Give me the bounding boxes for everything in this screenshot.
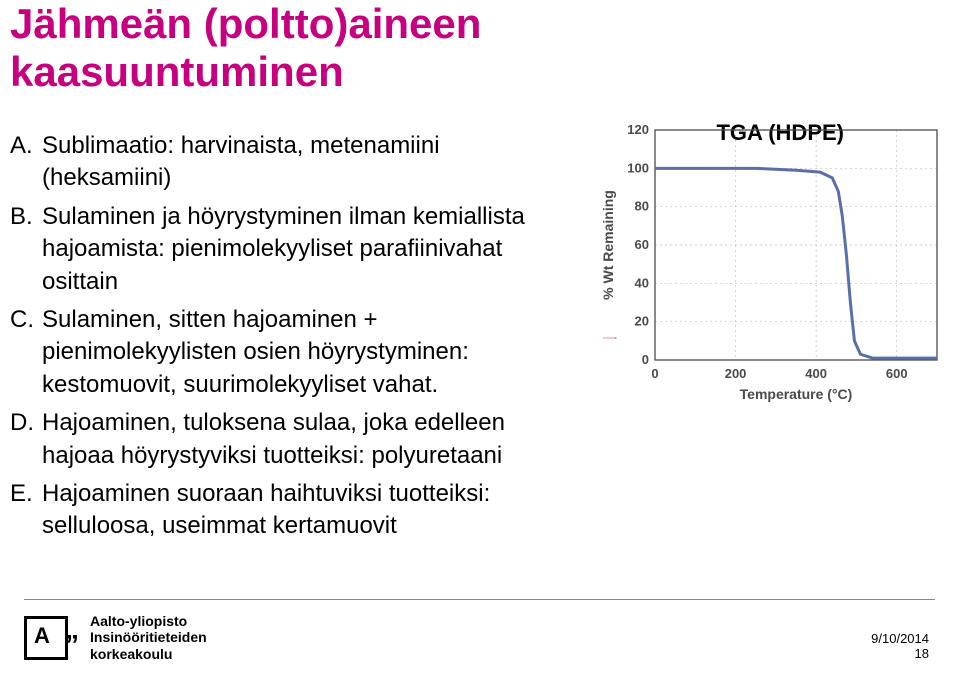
list-letter: B.	[10, 201, 42, 298]
list-letter: E.	[10, 478, 42, 543]
list-item: C. Sulaminen, sitten hajoaminen + pienim…	[10, 304, 570, 401]
list-text: Sublimaatio: harvinaista, metenamiini (h…	[42, 130, 570, 195]
svg-text:80: 80	[635, 199, 649, 214]
bullet-list: A. Sublimaatio: harvinaista, metenamiini…	[10, 130, 570, 549]
svg-text:Temperature (°C): Temperature (°C)	[740, 386, 853, 402]
svg-text:60: 60	[635, 237, 649, 252]
list-item: B. Sulaminen ja höyrystyminen ilman kemi…	[10, 201, 570, 298]
uni-school2: korkeakoulu	[90, 646, 207, 663]
svg-text:200: 200	[725, 366, 747, 381]
svg-text:0: 0	[651, 366, 658, 381]
footer-left: A ” Aalto-yliopisto Insinööritieteiden k…	[24, 613, 207, 663]
aalto-logo: A ”	[24, 616, 68, 660]
svg-text:400: 400	[805, 366, 827, 381]
svg-text:% Wt Remaining: % Wt Remaining	[600, 190, 616, 300]
list-text: Sulaminen ja höyrystyminen ilman kemiall…	[42, 201, 570, 298]
list-letter: D.	[10, 407, 42, 472]
list-text: Hajoaminen suoraan haihtuviksi tuotteiks…	[42, 478, 570, 543]
footer-text: Aalto-yliopisto Insinööritieteiden korke…	[90, 613, 207, 663]
uni-school1: Insinööritieteiden	[90, 629, 207, 646]
list-text: Sulaminen, sitten hajoaminen + pienimole…	[42, 304, 570, 401]
list-item: A. Sublimaatio: harvinaista, metenamiini…	[10, 130, 570, 195]
slide-title: Jähmeän (poltto)aineen kaasuuntuminen	[10, 0, 481, 97]
logo-quote: ”	[65, 629, 79, 661]
footer-right: 9/10/2014 18	[871, 631, 929, 661]
title-line2: kaasuuntuminen	[10, 48, 481, 96]
svg-text:100: 100	[627, 160, 649, 175]
list-item: D. Hajoaminen, tuloksena sulaa, joka ede…	[10, 407, 570, 472]
footer-page: 18	[871, 646, 929, 661]
svg-text:600: 600	[886, 366, 908, 381]
list-text: Hajoaminen, tuloksena sulaa, joka edelle…	[42, 407, 570, 472]
list-letter: C.	[10, 304, 42, 401]
svg-text:40: 40	[635, 275, 649, 290]
tga-chart: 0 20 40 60 80 100 120 0 200 400 600 Temperature (°C…	[597, 120, 947, 405]
svg-text:120: 120	[627, 122, 649, 137]
svg-text:0: 0	[642, 352, 649, 367]
list-item: E. Hajoaminen suoraan haihtuviksi tuotte…	[10, 478, 570, 543]
title-line1: Jähmeän (poltto)aineen	[10, 0, 481, 48]
logo-letter: A	[34, 623, 50, 649]
uni-name: Aalto-yliopisto	[90, 613, 207, 630]
list-letter: A.	[10, 130, 42, 195]
footer-date: 9/10/2014	[871, 631, 929, 646]
svg-text:20: 20	[635, 314, 649, 329]
divider	[24, 599, 935, 600]
